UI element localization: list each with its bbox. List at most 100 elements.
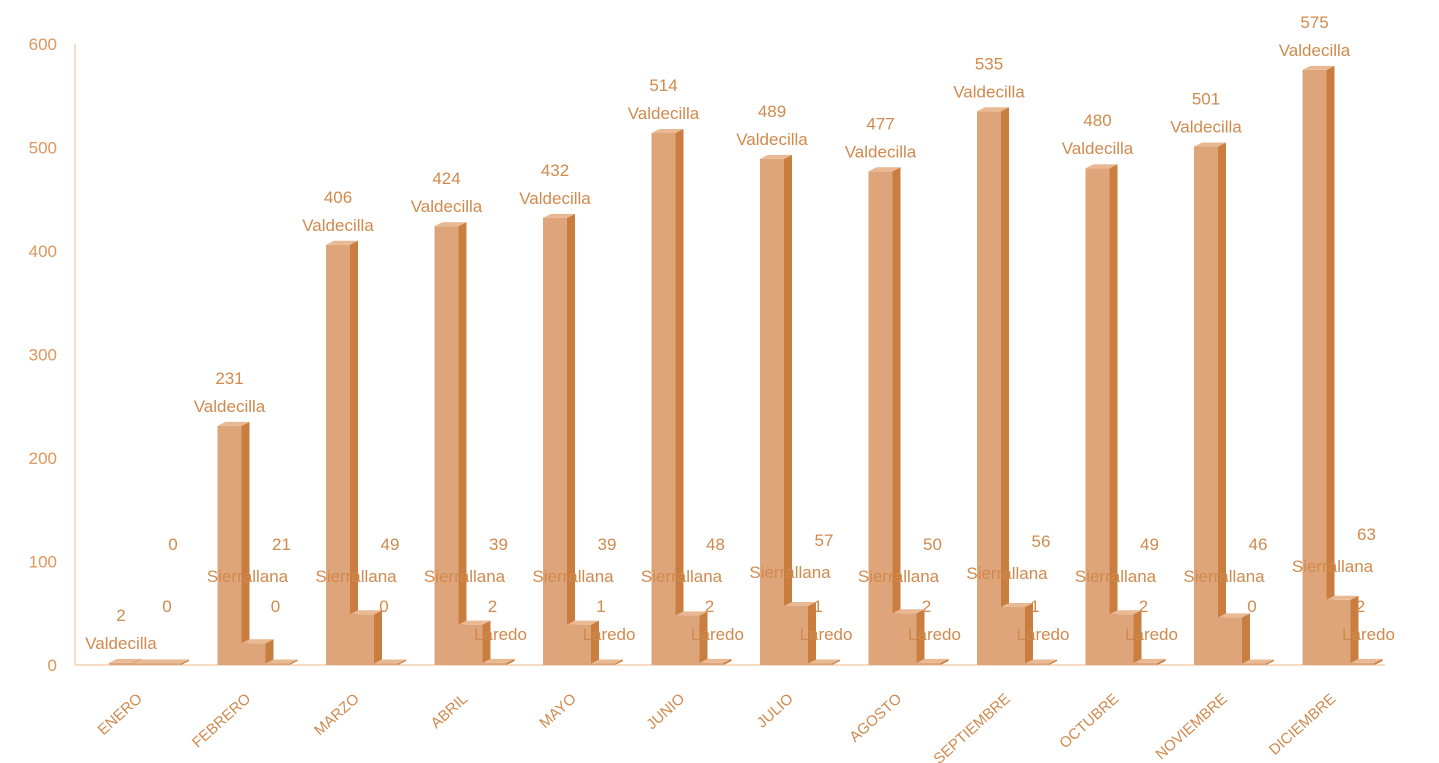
- bar-side: [482, 620, 491, 665]
- y-tick-label-5: 500: [29, 139, 57, 158]
- bar-front: [868, 171, 893, 665]
- bar-side: [892, 167, 901, 665]
- bar-top: [977, 107, 1009, 112]
- bar-1-4: [567, 620, 599, 665]
- bar-front: [217, 425, 242, 665]
- x-category-label-0: ENERO: [95, 690, 146, 738]
- data-label-series-1-9: Sierrallana: [1075, 567, 1157, 586]
- bar-side: [675, 129, 684, 665]
- y-tick-label-1: 100: [29, 553, 57, 572]
- bar-0-8: [977, 107, 1009, 665]
- data-label-series-0-1: Valdecilla: [194, 397, 266, 416]
- data-label-value-1-0: 0: [168, 535, 177, 554]
- bar-1-8: [1001, 603, 1033, 665]
- bar-top: [784, 602, 816, 607]
- bar-front: [892, 613, 917, 665]
- bar-0-7: [868, 167, 901, 665]
- x-category-label-8: SEPTIEMBRE: [930, 690, 1013, 763]
- data-label-value-2-7: 2: [922, 597, 931, 616]
- data-label-value-2-0: 0: [162, 597, 171, 616]
- bar-1-11: [1326, 595, 1359, 665]
- bar-top: [1242, 659, 1274, 664]
- bar-1-1: [241, 639, 274, 665]
- data-label-value-0-6: 489: [758, 102, 786, 121]
- x-category-label-2: MARZO: [311, 690, 363, 739]
- bar-top: [1350, 658, 1383, 663]
- bar-side: [723, 658, 732, 665]
- data-label-series-1-10: Sierrallana: [1183, 567, 1265, 586]
- data-label-value-2-3: 2: [488, 597, 497, 616]
- bar-side: [374, 610, 382, 665]
- bar-1-3: [458, 620, 491, 665]
- x-category-label-3: ABRIL: [428, 690, 472, 732]
- bar-side: [1266, 659, 1274, 665]
- bar-side: [808, 602, 816, 665]
- x-category-label-6: JULIO: [754, 690, 797, 731]
- data-label-series-0-2: Valdecilla: [302, 216, 374, 235]
- bar-front: [1025, 663, 1049, 665]
- data-label-series-2-6: Laredo: [800, 625, 853, 644]
- bar-top: [157, 659, 189, 664]
- bar-2-11: [1350, 658, 1383, 665]
- data-label-series-1-8: Sierrallana: [966, 564, 1048, 583]
- data-label-value-0-10: 501: [1192, 89, 1220, 108]
- bar-0-10: [1194, 142, 1226, 666]
- bar-front: [591, 663, 615, 665]
- data-label-value-0-0: 2: [116, 606, 125, 625]
- data-label-series-2-9: Laredo: [1125, 625, 1178, 644]
- bar-top: [265, 659, 298, 664]
- bar-front: [760, 158, 784, 665]
- bar-0-9: [1085, 164, 1118, 665]
- data-label-value-0-2: 406: [324, 188, 352, 207]
- x-category-label-4: MAYO: [536, 690, 579, 731]
- bar-2-4: [591, 659, 623, 665]
- bar-top: [217, 421, 250, 426]
- data-label-series-0-11: Valdecilla: [1279, 41, 1351, 60]
- bar-top: [434, 222, 467, 227]
- bar-0-2: [326, 240, 358, 666]
- data-label-value-1-5: 48: [706, 535, 725, 554]
- bar-front: [1350, 662, 1375, 665]
- bar-front: [133, 663, 157, 665]
- bar-front: [699, 662, 724, 665]
- bar-side: [784, 154, 792, 665]
- data-label-series-0-6: Valdecilla: [736, 130, 808, 149]
- data-label-series-1-5: Sierrallana: [641, 567, 723, 586]
- data-label-value-1-7: 50: [923, 535, 942, 554]
- bar-top: [892, 609, 925, 614]
- bar-0-4: [543, 213, 575, 665]
- y-tick-label-6: 600: [29, 35, 57, 54]
- bar-side: [1350, 595, 1359, 665]
- bar-front: [458, 624, 483, 665]
- bar-top: [868, 167, 901, 172]
- bar-front: [1001, 607, 1025, 665]
- data-label-series-2-3: Laredo: [474, 625, 527, 644]
- bar-side: [916, 609, 925, 665]
- bar-2-9: [1133, 658, 1166, 665]
- bar-front: [1085, 168, 1110, 665]
- data-label-value-0-1: 231: [215, 369, 243, 388]
- bar-top: [916, 658, 949, 663]
- y-tick-label-3: 300: [29, 346, 57, 365]
- bar-front: [157, 663, 181, 665]
- bar-front: [1326, 599, 1351, 665]
- bar-top: [675, 611, 708, 616]
- bar-0-6: [760, 154, 792, 665]
- x-category-label-9: OCTUBRE: [1056, 690, 1122, 752]
- bar-top: [1302, 65, 1335, 70]
- bar-top: [374, 659, 406, 664]
- bar-1-6: [784, 602, 816, 665]
- bar-side: [1133, 610, 1142, 665]
- bar-side: [265, 639, 274, 665]
- data-label-value-1-9: 49: [1140, 535, 1159, 554]
- bar-side: [567, 213, 575, 665]
- bar-side: [398, 659, 406, 665]
- data-label-value-2-8: 1: [1030, 597, 1039, 616]
- bar-front: [675, 615, 700, 665]
- bar-side: [1109, 164, 1118, 665]
- bar-top: [109, 658, 141, 663]
- x-category-label-5: JUNIO: [643, 690, 688, 733]
- bar-0-1: [217, 421, 250, 665]
- bar-1-5: [675, 611, 708, 665]
- bar-front: [374, 663, 398, 665]
